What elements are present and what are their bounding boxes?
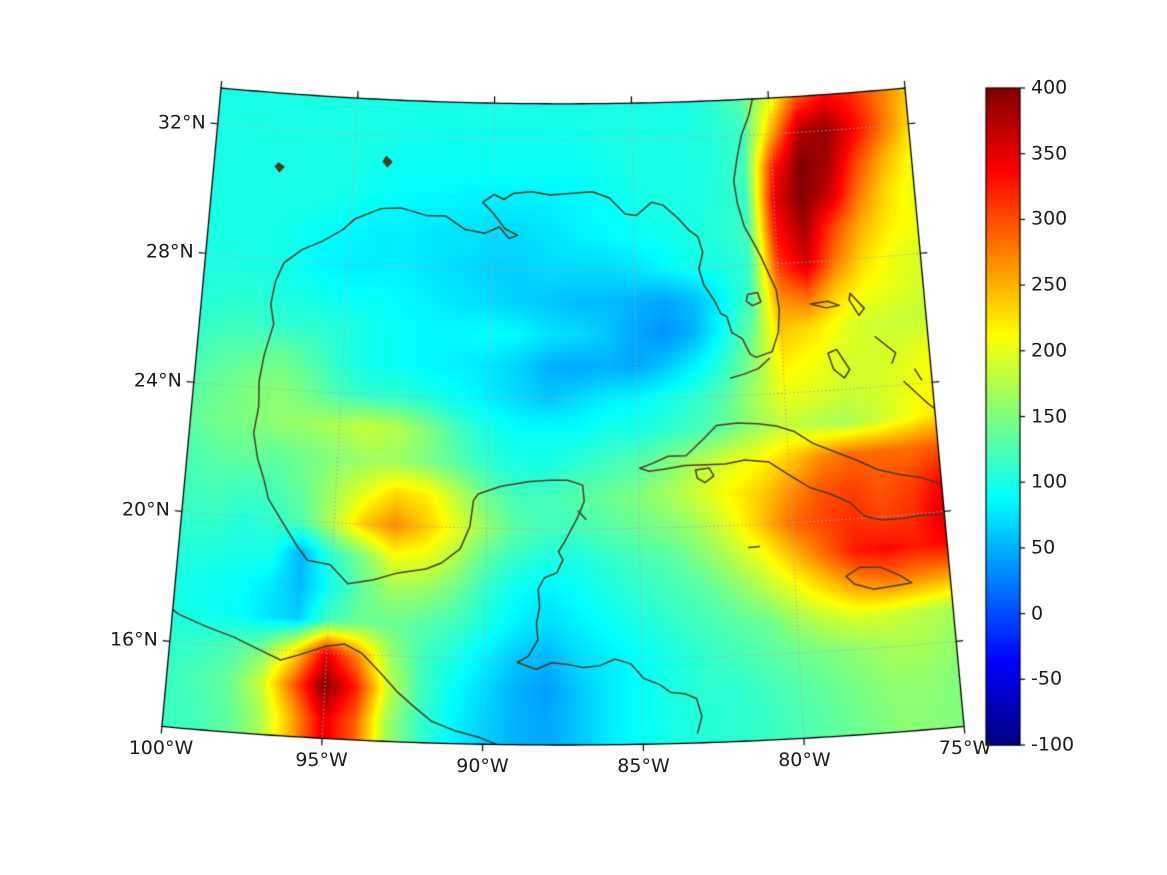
figure-root: 100°W 95°W 90°W 85°W 80°W 75°W 16°N 20°N 24°N 28°… [0, 0, 1167, 875]
map-plot-canvas [0, 0, 1167, 875]
